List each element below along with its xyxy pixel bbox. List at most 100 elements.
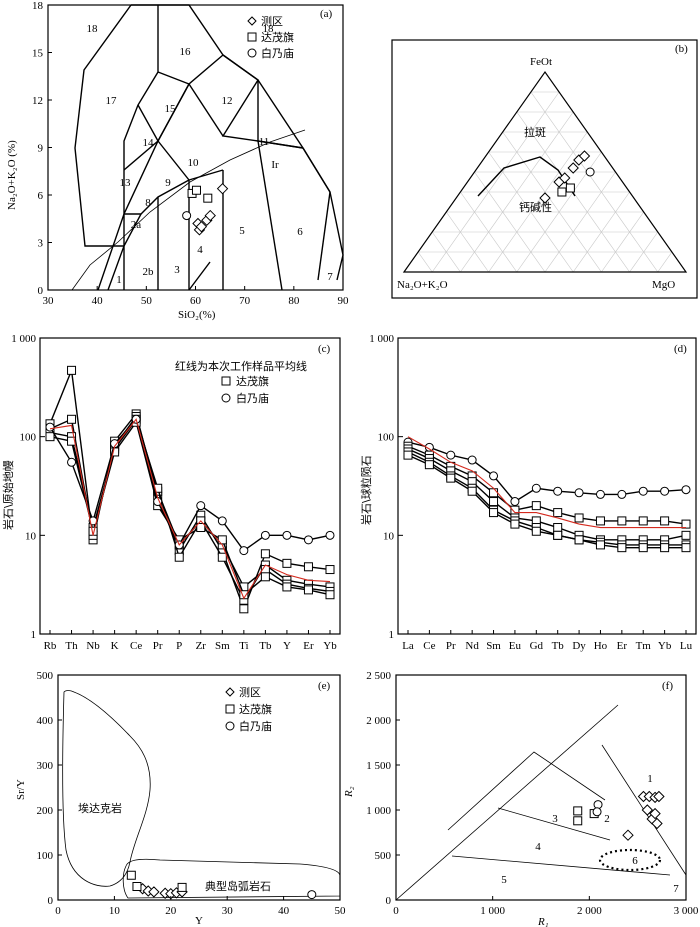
data-point	[573, 806, 583, 816]
panel-f-tag: (f)	[662, 680, 673, 692]
x-tick-label: Rb	[44, 640, 57, 652]
legend-label-damaoqi: 达茂旗	[261, 30, 294, 44]
data-point	[553, 486, 563, 496]
legend-label-bainaimiao: 白乃庙	[261, 46, 294, 60]
data-point	[67, 365, 77, 375]
y-tick-label: 1 500	[366, 760, 391, 772]
panel-e-ylabel: Sr/Y	[15, 779, 27, 800]
y-tick-label: 12	[32, 95, 43, 107]
y-tick-label: 1 000	[366, 805, 391, 817]
data-point	[239, 604, 249, 614]
data-point	[592, 807, 602, 817]
y-tick-label: 9	[38, 143, 44, 155]
field-label: 7	[673, 883, 679, 895]
y-tick-label: 6	[38, 190, 44, 202]
data-point	[638, 486, 648, 496]
panel-b-apex-left: Na₂O+K₂O	[397, 279, 448, 291]
panel-e-tag: (e)	[318, 680, 331, 692]
data-point	[539, 192, 551, 204]
panel-f-frame	[395, 674, 687, 901]
x-tick-label: 90	[338, 295, 350, 307]
legend-circle-marker-c	[221, 393, 231, 403]
grid-line	[446, 211, 489, 273]
data-point	[148, 886, 160, 898]
data-point	[593, 800, 603, 810]
panel-b-apex-top: FeOt	[530, 56, 552, 68]
mean-line	[407, 436, 686, 529]
legend-square-marker	[247, 32, 257, 42]
field-label: 18	[263, 23, 275, 35]
y-tick-label: 1 000	[11, 333, 36, 345]
x-tick-label: Eu	[509, 640, 522, 652]
panel-d-frame	[397, 337, 697, 635]
data-point	[510, 519, 520, 529]
data-point	[67, 414, 77, 424]
panel-e-field-arc: 典型岛弧岩石	[205, 879, 271, 893]
x-tick-label: Nb	[86, 640, 100, 652]
x-tick-label: 0	[393, 905, 399, 917]
x-tick-label: Pr	[153, 640, 163, 652]
panel-e-arc-field	[122, 858, 341, 899]
data-point	[307, 890, 317, 900]
data-point	[216, 182, 229, 195]
data-point	[403, 450, 413, 460]
x-tick-label: 80	[288, 295, 300, 307]
data-point	[574, 488, 584, 498]
panel-b-field-upper: 拉斑	[524, 125, 546, 139]
x-tick-label: 50	[141, 295, 153, 307]
data-point	[260, 549, 270, 559]
x-tick-label: Y	[283, 640, 291, 652]
data-point	[203, 193, 213, 203]
data-point	[651, 817, 663, 830]
panel-a-ylabel: Na₂O+K₂O (%)	[6, 140, 18, 210]
data-point	[681, 485, 691, 495]
data-point	[553, 508, 563, 518]
data-point	[489, 471, 499, 481]
y-tick-label: 100	[378, 432, 395, 444]
panel-a-tag: (a)	[320, 8, 333, 20]
panel-c-tag: (c)	[318, 343, 331, 355]
data-point	[638, 516, 648, 526]
data-point	[45, 422, 55, 432]
legend-e-damaoqi: 达茂旗	[239, 702, 272, 716]
series-line	[49, 420, 331, 596]
panel-a-legend: 测区 达茂旗 白乃庙	[247, 15, 294, 60]
panel-e-adakite-field	[62, 690, 151, 887]
data-point	[638, 543, 648, 553]
panel-c: (c) 红线为本次工作样品平均线 Rb Th Nb K Ce Pr P Zr Sm Ti Tb Y Er…	[1, 333, 341, 652]
data-point	[595, 540, 605, 550]
x-tick-label: Er	[617, 640, 628, 652]
panel-d: (d) La Ce Pr Nd Sm Eu Gd Tb Dy Ho Er Tm Yb Lu 1 10 100 1 …	[359, 333, 697, 652]
grid-line	[431, 91, 560, 273]
data-point	[126, 870, 136, 880]
data-point	[303, 562, 313, 572]
mean-line	[49, 418, 331, 600]
y-tick-label: 100	[20, 432, 37, 444]
x-tick-label: Sm	[215, 640, 230, 652]
panel-b-apex-right: MgO	[652, 279, 675, 291]
panel-f-field-6-outline	[598, 848, 662, 872]
panel-c-frame	[39, 337, 341, 635]
data-point	[660, 543, 670, 553]
data-point	[282, 558, 292, 568]
x-tick-label: Dy	[572, 640, 586, 652]
x-tick-label: 60	[190, 295, 202, 307]
x-tick-label: Sm	[486, 640, 501, 652]
panel-f-field-labels: 1 2 3 4 5 6 7	[501, 773, 679, 895]
data-point	[565, 183, 575, 193]
data-point	[467, 486, 477, 496]
data-point	[660, 486, 670, 496]
data-point	[217, 552, 227, 562]
series-line	[49, 414, 331, 602]
grid-line	[572, 191, 630, 273]
grid-line	[530, 91, 659, 273]
data-point	[489, 488, 499, 498]
grid-line	[601, 211, 644, 273]
x-tick-label: Tb	[259, 640, 272, 652]
data-point	[567, 162, 579, 174]
grid-line	[474, 171, 546, 273]
x-tick-label: 40	[278, 905, 290, 917]
panel-f-marks	[573, 790, 665, 841]
y-tick-label: 1 000	[369, 333, 394, 345]
